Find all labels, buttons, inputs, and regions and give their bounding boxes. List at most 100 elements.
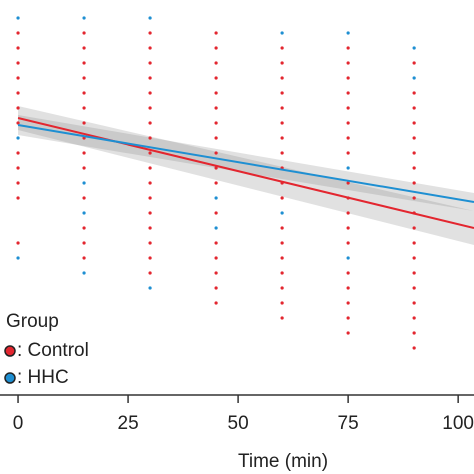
point — [280, 136, 284, 140]
point — [412, 286, 416, 290]
point — [16, 16, 20, 20]
point — [280, 61, 284, 65]
point — [412, 61, 416, 65]
point — [412, 331, 416, 335]
point — [412, 151, 416, 155]
point — [148, 61, 152, 65]
point — [82, 46, 86, 50]
point — [16, 106, 20, 110]
legend-title: Group — [6, 311, 59, 332]
point — [346, 106, 350, 110]
point — [412, 136, 416, 140]
point — [82, 76, 86, 80]
point — [280, 196, 284, 200]
point — [346, 31, 350, 35]
point — [148, 256, 152, 260]
point — [82, 271, 86, 275]
point — [148, 16, 152, 20]
point — [346, 316, 350, 320]
point — [412, 346, 416, 350]
point — [148, 241, 152, 245]
point — [346, 61, 350, 65]
fit-line — [17, 117, 474, 229]
point — [16, 151, 20, 155]
point — [346, 91, 350, 95]
point — [346, 211, 350, 215]
point — [148, 121, 152, 125]
point — [412, 181, 416, 185]
point — [346, 151, 350, 155]
point — [280, 121, 284, 125]
point — [412, 316, 416, 320]
point — [280, 76, 284, 80]
point — [214, 226, 218, 230]
point — [346, 136, 350, 140]
point — [148, 211, 152, 215]
point — [148, 106, 152, 110]
point — [412, 241, 416, 245]
confidence-band — [18, 106, 474, 245]
point — [16, 46, 20, 50]
point — [346, 76, 350, 80]
x-tick-label: 50 — [228, 413, 249, 434]
point — [214, 181, 218, 185]
point — [16, 181, 20, 185]
point — [16, 61, 20, 65]
point — [16, 196, 20, 200]
point — [412, 271, 416, 275]
point — [214, 61, 218, 65]
point — [346, 46, 350, 50]
point — [148, 151, 152, 155]
point — [82, 91, 86, 95]
point — [346, 301, 350, 305]
point — [280, 91, 284, 95]
point — [346, 331, 350, 335]
x-tick-label: 75 — [338, 413, 359, 434]
point — [280, 106, 284, 110]
point — [148, 271, 152, 275]
point — [16, 91, 20, 95]
point — [148, 31, 152, 35]
point — [412, 106, 416, 110]
point — [214, 211, 218, 215]
point — [214, 286, 218, 290]
point — [346, 241, 350, 245]
fit-line — [17, 124, 474, 203]
point — [148, 136, 152, 140]
point — [412, 121, 416, 125]
point — [214, 166, 218, 170]
point — [214, 31, 218, 35]
point — [412, 226, 416, 230]
point — [148, 196, 152, 200]
point — [16, 241, 20, 245]
x-axis-title: Time (min) — [238, 451, 328, 472]
point — [82, 16, 86, 20]
point — [412, 46, 416, 50]
point — [214, 256, 218, 260]
legend-swatch — [4, 345, 16, 357]
point — [346, 166, 350, 170]
point — [280, 316, 284, 320]
point — [148, 91, 152, 95]
point — [82, 166, 86, 170]
point — [16, 31, 20, 35]
point — [148, 226, 152, 230]
point — [214, 136, 218, 140]
point — [280, 31, 284, 35]
point — [214, 241, 218, 245]
legend-label: : Control — [17, 340, 89, 361]
point — [346, 121, 350, 125]
legend-swatch — [4, 372, 16, 384]
point — [412, 166, 416, 170]
x-tick-label: 0 — [13, 413, 24, 434]
point — [148, 166, 152, 170]
point — [280, 271, 284, 275]
point — [214, 106, 218, 110]
point — [148, 286, 152, 290]
point — [214, 121, 218, 125]
point — [148, 181, 152, 185]
point — [280, 226, 284, 230]
point — [412, 91, 416, 95]
point — [346, 226, 350, 230]
